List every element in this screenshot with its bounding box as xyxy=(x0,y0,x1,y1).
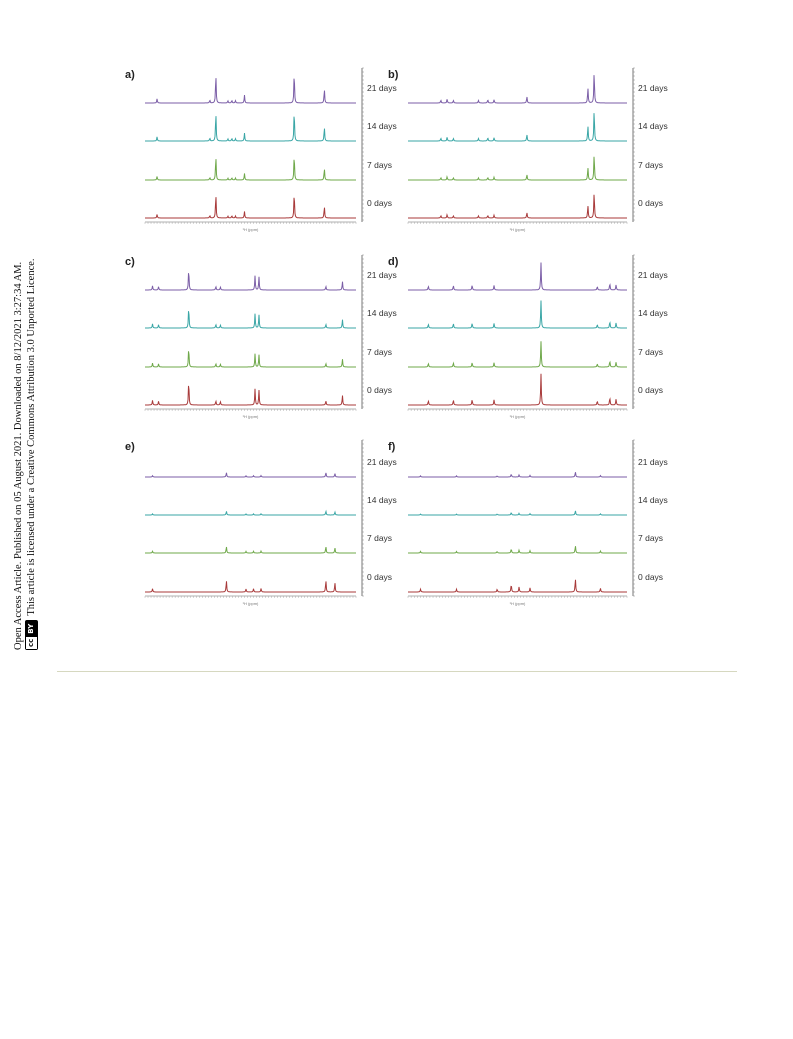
spectrum-line xyxy=(145,197,356,219)
spectrum-line xyxy=(408,156,627,181)
panel-f: f) 21 days 14 days 7 days 0 days ¹H (ppm) xyxy=(388,439,668,606)
series-label: 21 days xyxy=(367,457,397,467)
x-axis-label: ¹H (ppm) xyxy=(243,601,259,606)
spectrum-line xyxy=(145,351,356,368)
spectrum-line xyxy=(145,273,356,291)
panel-c: c) 21 days 14 days 7 days 0 days ¹H (ppm) xyxy=(125,254,397,419)
series-label: 7 days xyxy=(638,533,663,543)
x-axis-label: ¹H (ppm) xyxy=(510,414,526,419)
series-label: 14 days xyxy=(367,308,397,318)
panel-e: e) 21 days 14 days 7 days 0 days ¹H (ppm) xyxy=(125,439,397,606)
x-axis-label: ¹H (ppm) xyxy=(510,601,526,606)
spectrum-line xyxy=(408,579,627,593)
panel-label: a) xyxy=(125,69,135,81)
x-axis-label: ¹H (ppm) xyxy=(510,227,526,232)
series-label: 7 days xyxy=(367,160,392,170)
series-label: 21 days xyxy=(638,457,668,467)
series-label: 14 days xyxy=(638,308,668,318)
spectrum-line xyxy=(408,341,627,368)
panel-b: b) 21 days 14 days 7 days 0 days ¹H (ppm) xyxy=(388,67,668,232)
notice-line-1: Open Access Article. Published on 05 Aug… xyxy=(13,261,24,650)
panel-label: f) xyxy=(388,441,396,453)
series-label: 7 days xyxy=(367,347,392,357)
spectrum-line xyxy=(408,472,627,478)
series-label: 0 days xyxy=(367,198,392,208)
spectrum-line xyxy=(408,262,627,291)
panel-label: c) xyxy=(125,256,135,268)
series-label: 14 days xyxy=(638,495,668,505)
series-label: 0 days xyxy=(367,572,392,582)
series-label: 14 days xyxy=(367,121,397,131)
panel-label: e) xyxy=(125,441,135,453)
series-label: 0 days xyxy=(638,198,663,208)
panel-a: a) 21 days 14 days 7 days 0 days ¹H (ppm) xyxy=(125,67,397,232)
cc-by-badge-icon[interactable]: ccBY xyxy=(25,619,39,650)
panel-label: d) xyxy=(388,256,399,268)
spectrum-line xyxy=(408,113,627,142)
panel-label: b) xyxy=(388,69,399,81)
series-label: 14 days xyxy=(367,495,397,505)
spectrum-line xyxy=(145,159,356,181)
spectrum-line xyxy=(145,581,356,593)
spectrum-line xyxy=(408,546,627,554)
notice-line-2[interactable]: This article is licensed under a Creativ… xyxy=(26,258,37,616)
open-access-notice: Open Access Article. Published on 05 Aug… xyxy=(12,190,46,650)
x-axis-label: ¹H (ppm) xyxy=(243,414,259,419)
spectrum-line xyxy=(408,510,627,516)
series-label: 21 days xyxy=(638,83,668,93)
series-label: 21 days xyxy=(638,270,668,280)
spectrum-line xyxy=(145,116,356,142)
series-label: 0 days xyxy=(638,385,663,395)
series-label: 7 days xyxy=(638,160,663,170)
spectrum-line xyxy=(408,194,627,219)
series-label: 0 days xyxy=(638,572,663,582)
spectrum-line xyxy=(145,509,356,516)
series-label: 0 days xyxy=(367,385,392,395)
series-label: 7 days xyxy=(638,347,663,357)
spectrum-line xyxy=(408,373,627,406)
spectrum-line xyxy=(145,78,356,104)
x-axis-label: ¹H (ppm) xyxy=(243,227,259,232)
section-divider xyxy=(57,671,737,672)
series-label: 21 days xyxy=(367,270,397,280)
spectrum-line xyxy=(145,472,356,478)
notice-line-2-row: ccBY This article is licensed under a Cre… xyxy=(25,190,39,650)
spectrum-line xyxy=(145,546,356,554)
spectrum-line xyxy=(408,75,627,104)
series-label: 7 days xyxy=(367,533,392,543)
panel-d: d) 21 days 14 days 7 days 0 days ¹H (ppm) xyxy=(388,254,668,419)
spectrum-line xyxy=(408,300,627,329)
spectrum-line xyxy=(145,311,356,329)
spectrum-line xyxy=(145,385,356,406)
series-label: 21 days xyxy=(367,83,397,93)
series-label: 14 days xyxy=(638,121,668,131)
